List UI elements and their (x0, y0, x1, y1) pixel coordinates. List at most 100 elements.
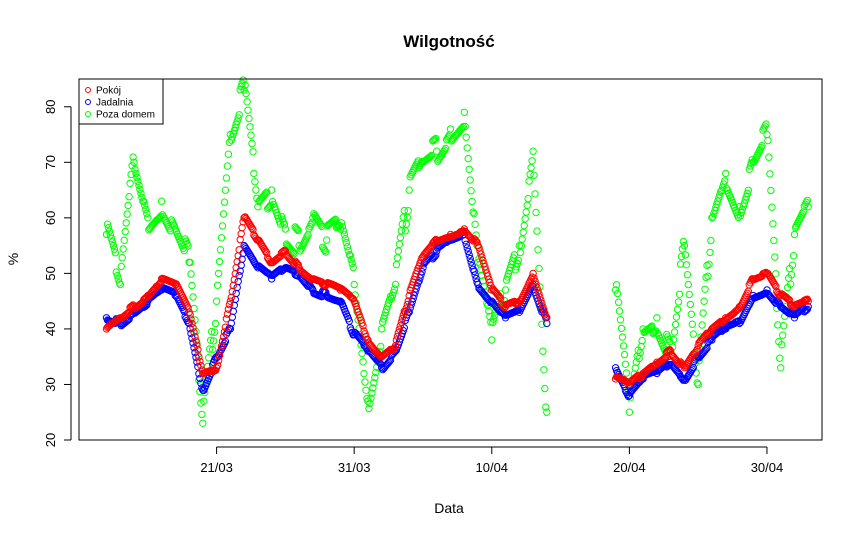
data-point (676, 260, 685, 268)
y-tick-label: 20 (43, 433, 58, 447)
data-point (404, 207, 412, 215)
data-point (215, 257, 224, 266)
data-point (217, 342, 226, 350)
data-point (468, 197, 476, 206)
data-point (288, 258, 296, 266)
data-point (660, 355, 668, 363)
data-point (748, 156, 756, 164)
data-point (683, 271, 692, 279)
data-point (134, 177, 142, 186)
data-point (211, 366, 220, 375)
data-point (123, 310, 131, 318)
data-point (246, 123, 254, 131)
data-point (403, 213, 411, 222)
data-point (344, 247, 352, 255)
data-point (446, 125, 455, 133)
data-point (302, 280, 310, 288)
data-point (485, 296, 493, 304)
data-point (223, 310, 232, 318)
plot-frame (78, 78, 823, 441)
data-point (349, 263, 357, 272)
data-point (543, 408, 551, 416)
data-point (368, 389, 376, 397)
data-point (194, 346, 202, 354)
data-point (466, 254, 474, 263)
data-point (125, 193, 133, 201)
y-tick-label: 50 (43, 266, 58, 280)
data-point (338, 223, 347, 231)
data-point (206, 345, 214, 353)
data-point (518, 235, 526, 243)
data-point (401, 227, 409, 235)
y-tick-label: 80 (43, 100, 58, 114)
data-point (698, 321, 706, 329)
data-point (220, 198, 229, 206)
data-point (238, 224, 246, 232)
data-point (367, 394, 375, 402)
data-point (650, 328, 658, 337)
data-point (262, 189, 270, 198)
data-point (219, 333, 228, 341)
data-point (213, 281, 222, 289)
legend-label: Jadalnia (96, 98, 134, 109)
data-point (489, 318, 497, 327)
data-point (323, 236, 331, 244)
data-point (647, 323, 655, 331)
data-point (307, 283, 315, 291)
data-point (293, 225, 301, 234)
data-point (462, 133, 470, 141)
data-point (679, 237, 688, 246)
data-point (531, 190, 539, 198)
data-point (389, 345, 398, 353)
data-point (702, 273, 710, 282)
data-point (402, 304, 410, 312)
data-point (221, 337, 230, 346)
data-point (691, 359, 699, 367)
data-point (530, 171, 538, 179)
data-point (620, 350, 629, 359)
data-point (365, 404, 373, 413)
data-point (384, 358, 393, 367)
data-point (191, 332, 199, 341)
data-point (392, 336, 401, 344)
data-point (701, 346, 709, 355)
data-point (675, 290, 684, 298)
data-point (245, 114, 253, 123)
data-point (132, 169, 140, 178)
data-point (372, 368, 380, 377)
data-point (490, 315, 498, 323)
data-point (143, 209, 151, 218)
data-point (112, 268, 121, 276)
data-point (388, 345, 397, 354)
data-point (785, 296, 794, 304)
data-point (347, 293, 355, 301)
data-point (673, 305, 682, 314)
data-point (331, 215, 340, 223)
data-point (536, 283, 544, 291)
data-point (430, 136, 438, 144)
data-point (471, 271, 479, 279)
data-point (105, 227, 114, 236)
data-point (688, 320, 696, 328)
data-point (196, 357, 204, 366)
data-point (538, 299, 546, 308)
data-point (526, 170, 534, 179)
data-point (541, 309, 549, 317)
data-point (687, 310, 695, 318)
data-point (431, 252, 439, 261)
data-point (803, 295, 811, 303)
data-point (618, 333, 627, 341)
data-point (613, 289, 622, 298)
data-point (366, 399, 374, 408)
data-point (771, 281, 779, 289)
data-point (350, 280, 358, 289)
data-point (393, 254, 402, 262)
data-point (471, 236, 479, 244)
data-point (237, 82, 245, 91)
data-point (688, 365, 696, 373)
data-point (648, 322, 656, 330)
data-point (390, 285, 399, 293)
data-point (719, 183, 727, 192)
data-point (766, 170, 774, 178)
data-point (288, 247, 296, 256)
